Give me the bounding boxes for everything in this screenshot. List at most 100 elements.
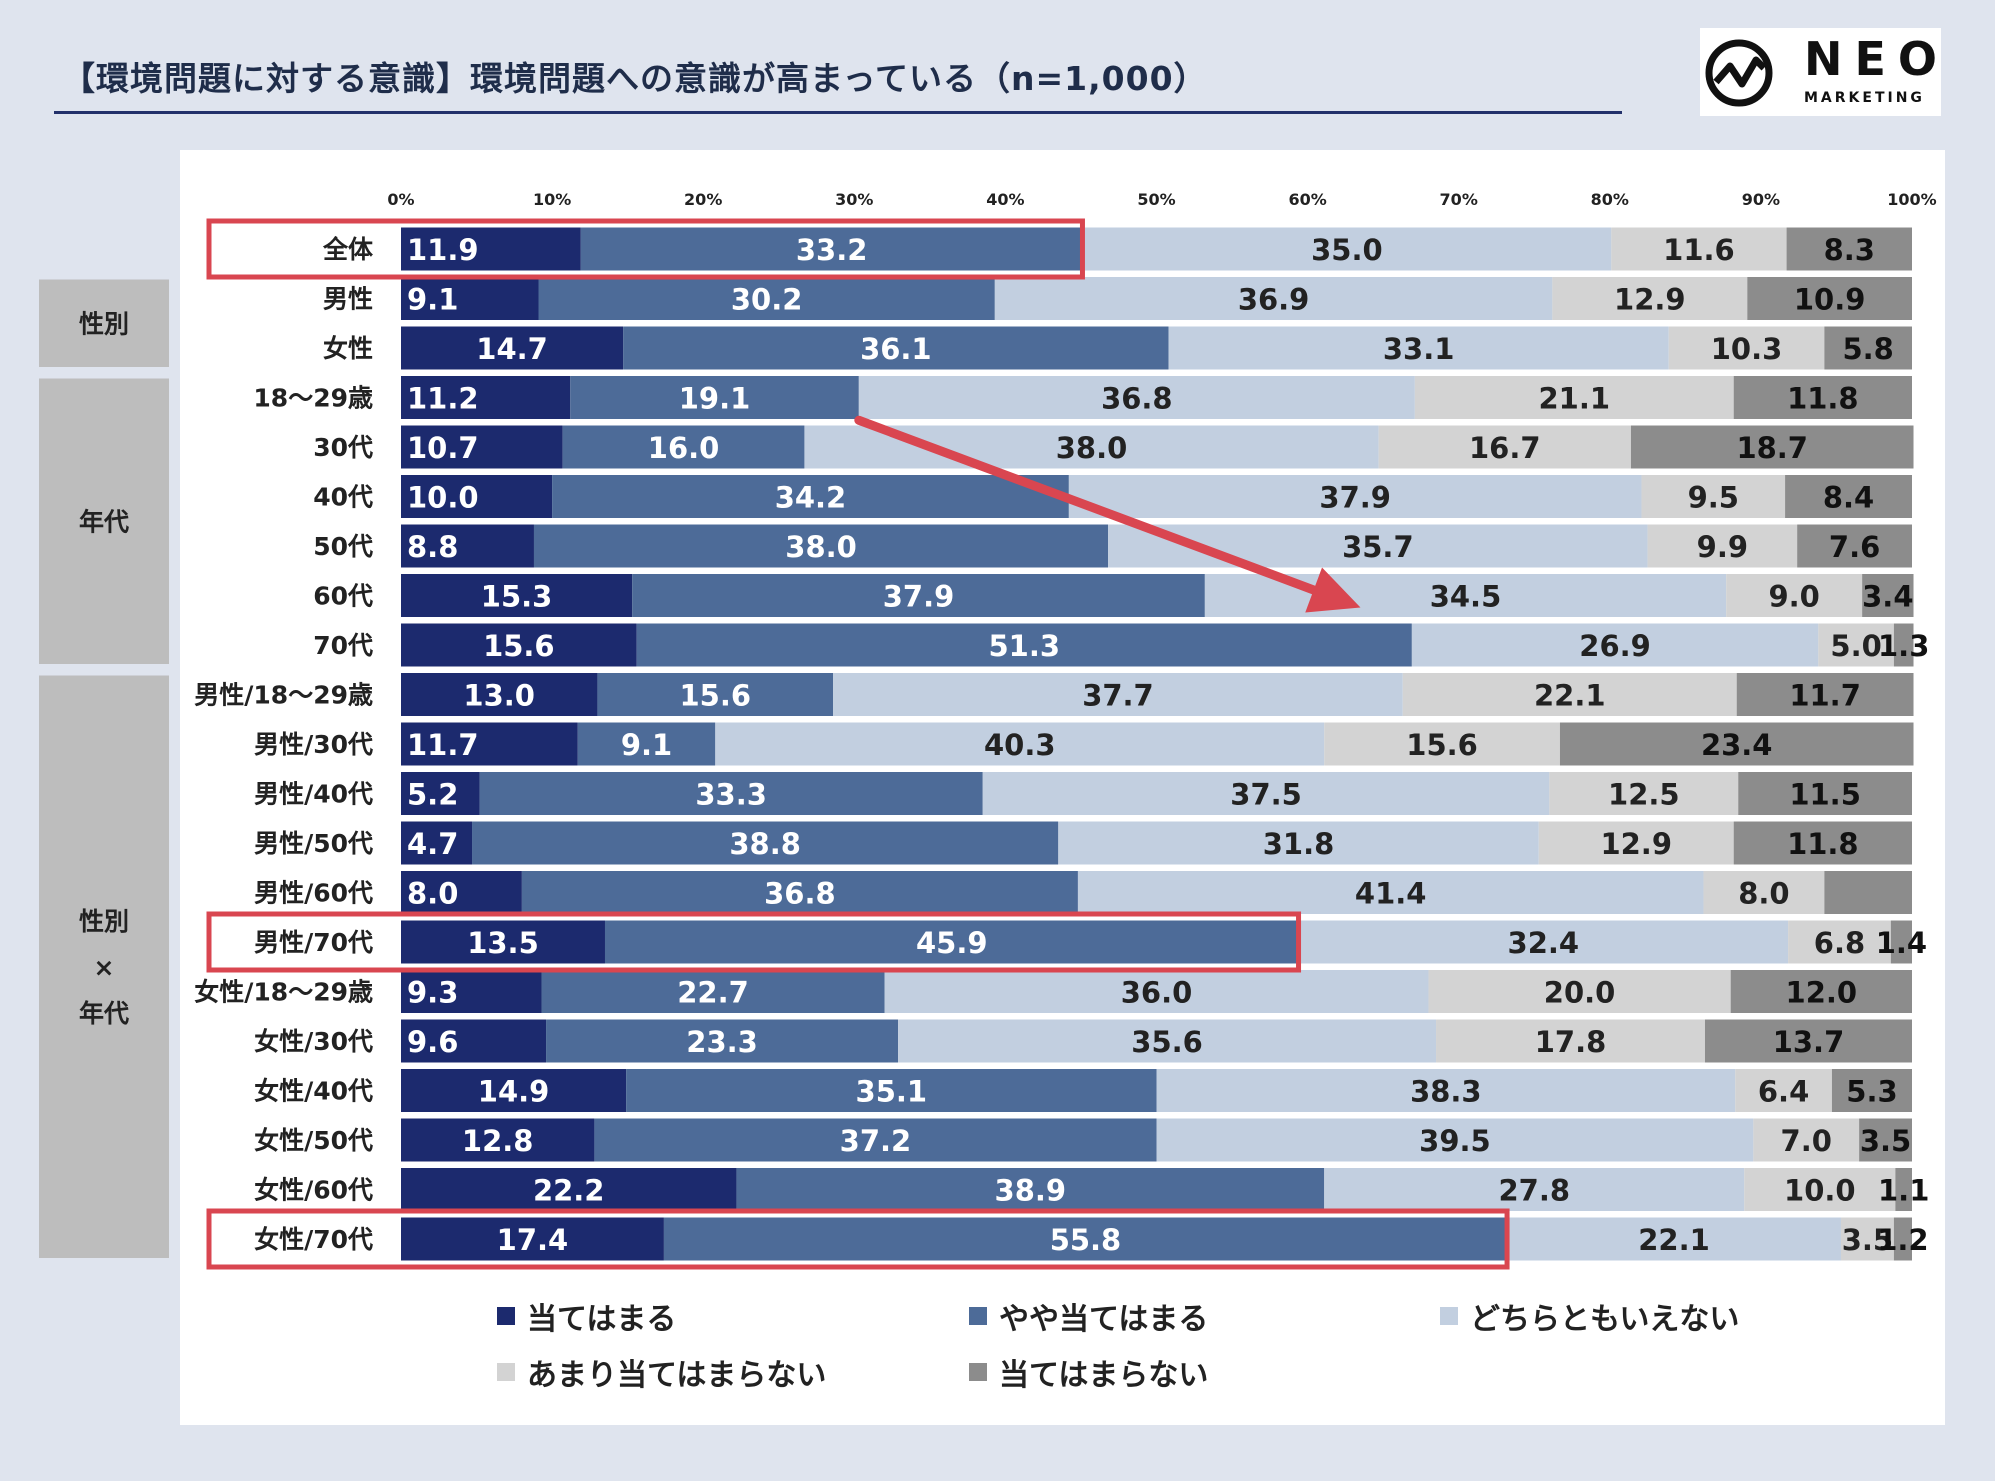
- data-label: 5.0: [1830, 629, 1881, 663]
- data-label: 45.9: [916, 926, 988, 960]
- data-label: 21.1: [1539, 382, 1611, 416]
- legend-label: どちらともいえない: [1470, 1302, 1739, 1337]
- data-label: 34.5: [1430, 580, 1502, 614]
- category-label: 60代: [313, 582, 373, 611]
- bar-segment: [401, 821, 473, 865]
- bar-segment: [663, 1217, 1508, 1261]
- data-label: 1.4: [1876, 926, 1927, 960]
- data-label: 33.1: [1383, 332, 1455, 366]
- legend-label: あまり当てはまらない: [527, 1358, 826, 1393]
- bar-segment: [604, 920, 1299, 964]
- data-label: 32.4: [1508, 926, 1580, 960]
- data-label: 20.0: [1544, 976, 1616, 1010]
- neo-marketing-logo: NEO MARKETING: [1700, 28, 1941, 116]
- bar-segment: [1436, 1019, 1705, 1063]
- data-label: 12.8: [462, 1124, 534, 1158]
- trend-arrow-line: [854, 415, 1319, 595]
- data-label: 11.8: [1787, 382, 1859, 416]
- bar-segment: [401, 673, 598, 716]
- data-label: 5.8: [1842, 332, 1893, 366]
- data-label: 9.9: [1697, 530, 1748, 564]
- data-label: 6.8: [1814, 926, 1865, 960]
- data-label: 38.0: [785, 530, 857, 564]
- bar-segment: [898, 1019, 1437, 1063]
- data-label: 11.5: [1789, 778, 1861, 812]
- bar-segment: [1156, 1118, 1754, 1162]
- data-label: 51.3: [989, 629, 1061, 663]
- legend-label: やや当てはまる: [999, 1302, 1208, 1337]
- data-label: 9.3: [407, 976, 458, 1010]
- bar-segment: [1788, 920, 1891, 964]
- data-label: 6.4: [1758, 1075, 1809, 1109]
- bar-segment: [401, 871, 522, 914]
- bar-segment: [1058, 821, 1539, 865]
- category-label: 40代: [313, 483, 373, 512]
- bar-segment: [401, 277, 539, 320]
- logo-word: NEO: [1804, 32, 1950, 86]
- category-label: 女性: [323, 334, 373, 363]
- bar-segment: [401, 475, 553, 518]
- data-label: 12.9: [1600, 827, 1672, 861]
- group-label: ×: [94, 953, 115, 982]
- data-label: 16.7: [1469, 431, 1541, 465]
- bar-segment: [1630, 425, 1914, 469]
- group-label: 性別: [79, 907, 129, 936]
- data-label: 33.2: [796, 233, 868, 267]
- bar-segment: [1744, 1168, 1896, 1211]
- data-label: 22.1: [1534, 679, 1606, 713]
- data-label: 10.3: [1711, 332, 1783, 366]
- bar-segment: [1747, 277, 1912, 320]
- bar-segment: [401, 326, 624, 370]
- bar-segment: [401, 623, 637, 667]
- category-label: 男性/40代: [254, 780, 373, 809]
- category-label: 女性/18～29歳: [194, 978, 373, 1007]
- bar-segment: [1156, 1069, 1736, 1112]
- data-label: 11.8: [1787, 827, 1859, 861]
- bar-segment: [401, 970, 542, 1013]
- bar-segment: [858, 376, 1415, 419]
- bar-segment: [594, 1118, 1157, 1162]
- data-label: 10.0: [1784, 1174, 1856, 1208]
- data-label: 9.1: [407, 283, 458, 317]
- category-label: 全体: [322, 235, 374, 264]
- group-label: 性別: [79, 309, 129, 338]
- x-tick-label: 0%: [387, 190, 414, 209]
- data-label: 15.3: [481, 580, 553, 614]
- bar-segment: [1647, 524, 1798, 568]
- bar-segment: [401, 920, 605, 964]
- data-label: 12.5: [1608, 778, 1680, 812]
- category-label: 30代: [313, 433, 373, 462]
- bar-segment: [1730, 970, 1912, 1013]
- legend-swatch: [1440, 1307, 1458, 1325]
- data-label: 14.7: [476, 332, 548, 366]
- category-label: 男性/60代: [254, 879, 373, 908]
- bar-segment: [472, 821, 1059, 865]
- data-label: 11.9: [407, 233, 479, 267]
- bar-segment: [623, 326, 1169, 370]
- data-label: 8.0: [1738, 877, 1789, 911]
- bar-segment: [479, 772, 983, 815]
- bar-segment: [1402, 673, 1737, 716]
- title-divider: [54, 111, 1622, 114]
- data-label: 37.2: [840, 1124, 912, 1158]
- bar-segment: [1538, 821, 1734, 865]
- bar-segment: [541, 970, 885, 1013]
- legend-swatch: [969, 1363, 987, 1381]
- data-label: 1.1: [1878, 1174, 1929, 1208]
- x-tick-label: 50%: [1137, 190, 1175, 209]
- x-tick-label: 10%: [533, 190, 571, 209]
- data-label: 36.9: [1238, 283, 1310, 317]
- data-label: 8.8: [407, 530, 458, 564]
- bar-segment: [401, 1019, 547, 1063]
- data-label: 3.4: [1862, 580, 1913, 614]
- data-label: 38.0: [1056, 431, 1128, 465]
- category-label: 女性/40代: [254, 1077, 373, 1106]
- x-tick-label: 80%: [1591, 190, 1629, 209]
- x-tick-label: 100%: [1887, 190, 1936, 209]
- data-label: 1.2: [1877, 1223, 1928, 1257]
- data-label: 1.3: [1878, 629, 1929, 663]
- bar-segment: [1831, 1069, 1912, 1112]
- data-label: 3.5: [1842, 1223, 1893, 1257]
- data-label: 17.4: [497, 1223, 569, 1257]
- category-label: 70代: [313, 631, 373, 660]
